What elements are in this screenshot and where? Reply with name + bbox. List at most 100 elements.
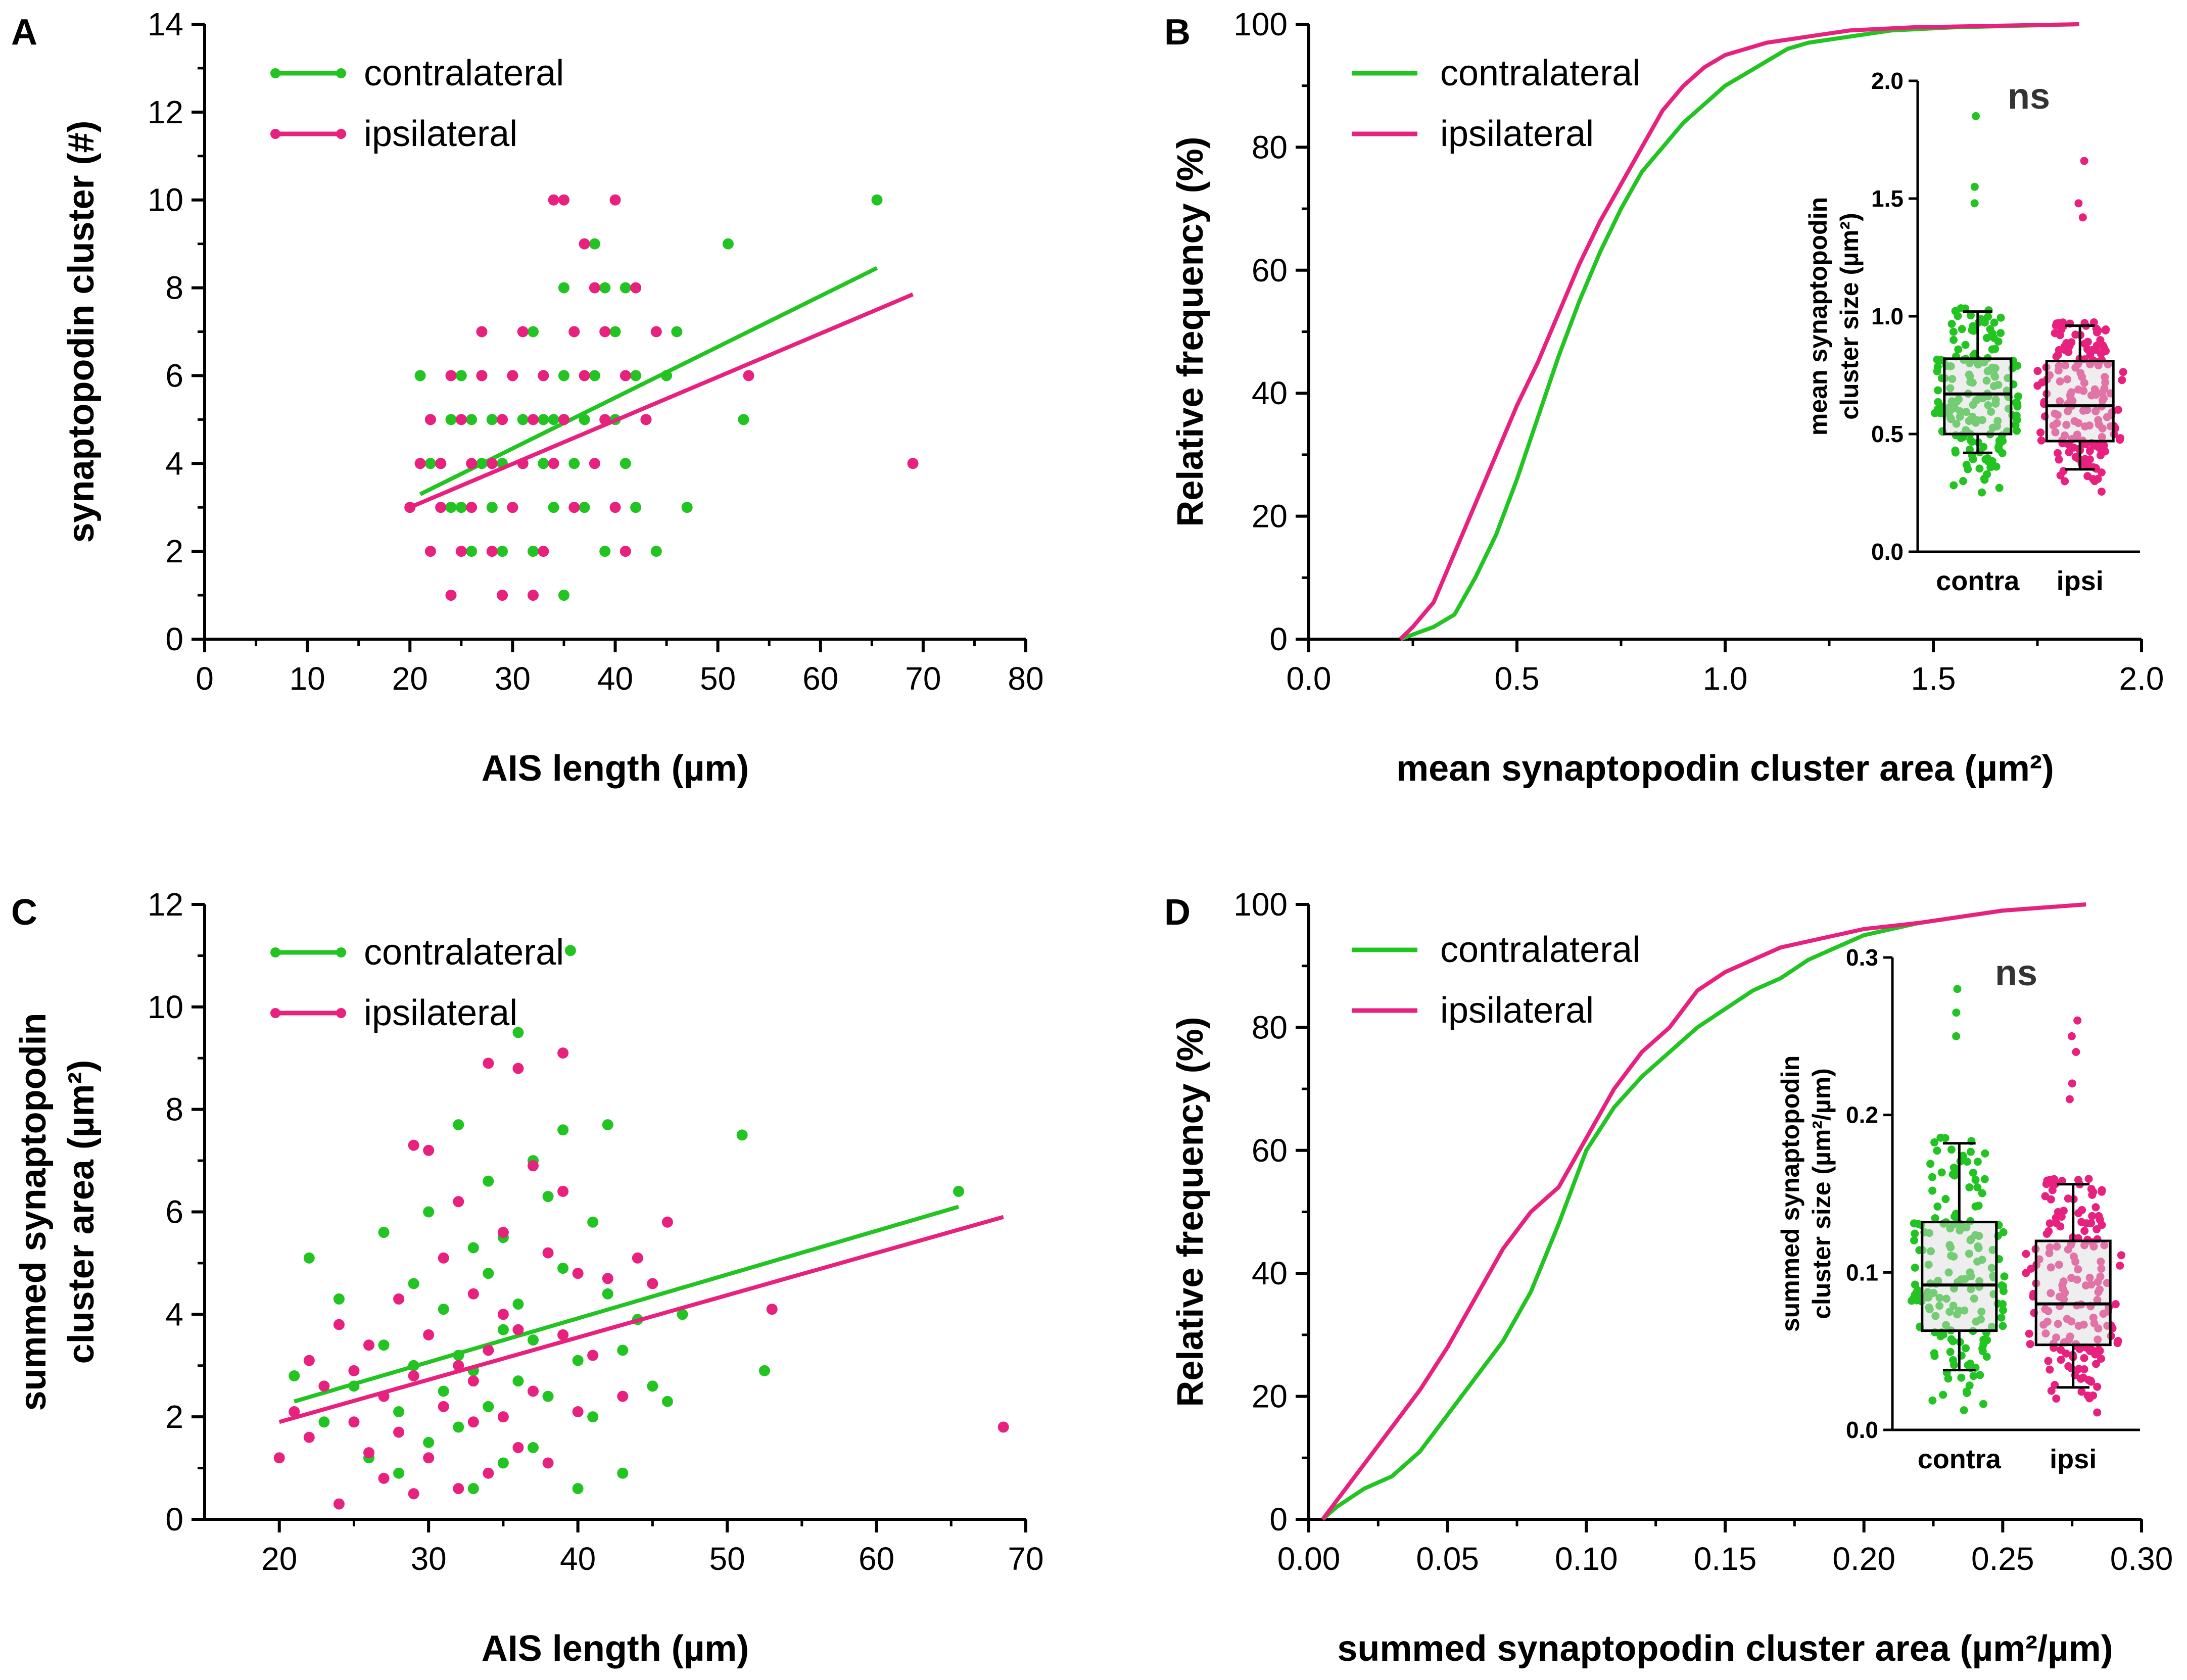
data-point (483, 1175, 494, 1187)
box-point (1996, 313, 2005, 322)
box-point (1990, 318, 1999, 327)
x-tick-label: 0.20 (1832, 1541, 1895, 1577)
box-point (2079, 387, 2088, 395)
box-point (2119, 368, 2127, 376)
box-point (2094, 1324, 2103, 1333)
data-point (497, 414, 508, 425)
box-point (2066, 1332, 2074, 1341)
data-point (661, 1216, 673, 1228)
data-point (568, 326, 580, 338)
box-point (1973, 1183, 1982, 1192)
data-point (483, 1345, 494, 1356)
box-point (2056, 397, 2064, 406)
data-point (528, 1385, 539, 1397)
data-point (512, 1063, 524, 1074)
data-point (424, 458, 436, 469)
data-point (602, 1119, 613, 1131)
box-point (1962, 408, 1970, 416)
box-point (1926, 1160, 1935, 1168)
y-tick-label: 8 (165, 1091, 183, 1128)
box-point (1950, 335, 1958, 344)
box-point (1981, 455, 1990, 464)
data-point (486, 458, 498, 469)
legend-label-contralateral: contralateral (1440, 53, 1640, 93)
box-point (1939, 1390, 1947, 1399)
box-point (2098, 1221, 2106, 1229)
data-point (476, 326, 488, 338)
box-point (1969, 1372, 1978, 1380)
box-point (1946, 1348, 1955, 1356)
box-point (1977, 1308, 1986, 1316)
box-point (2041, 1329, 2050, 1338)
data-point (558, 590, 569, 601)
box-point (2094, 416, 2103, 424)
box-point (1930, 1138, 1939, 1146)
data-point (486, 546, 498, 557)
box-point (1947, 404, 1956, 413)
box-point (1963, 1389, 1971, 1398)
panel-label: C (11, 892, 37, 933)
box-point (2058, 1177, 2066, 1185)
box-point (2081, 422, 2089, 430)
x-tick-label: 0.0 (1287, 660, 1332, 697)
box-ipsi (2033, 157, 2127, 496)
box-point (2074, 419, 2083, 427)
box-point (2102, 325, 2110, 333)
data-point (378, 1472, 390, 1484)
inset-y-tick-label: 1.0 (1871, 303, 1904, 329)
box-point (1949, 1302, 1958, 1310)
box-point (1930, 1349, 1938, 1358)
box-point (2057, 1356, 2065, 1364)
x-tick-label: 10 (290, 660, 325, 697)
box-point (2051, 1380, 2059, 1389)
x-tick-label: 40 (560, 1541, 596, 1577)
x-tick-label: 0.30 (2110, 1541, 2173, 1577)
box-outlier (1952, 1032, 1961, 1040)
data-point (453, 1483, 464, 1495)
box-point (1947, 1252, 1956, 1260)
box-point (1966, 1147, 1975, 1156)
x-tick-label: 1.5 (1911, 660, 1956, 697)
box-point (1966, 436, 1975, 445)
data-point (466, 502, 478, 513)
box-point (1946, 362, 1955, 370)
inset-y-label-line: summed synaptopodin (1776, 1055, 1804, 1332)
data-point (512, 1324, 524, 1335)
box-point (1965, 1183, 1974, 1191)
box-point (1969, 1169, 1977, 1177)
inset-y-tick-label: 0.3 (1846, 944, 1878, 971)
data-point (620, 458, 631, 469)
data-point (620, 282, 631, 294)
box-point (1961, 1344, 1970, 1353)
data-point (333, 1319, 345, 1330)
box-point (1999, 1300, 2007, 1309)
data-point (497, 1309, 509, 1320)
data-point (722, 238, 734, 250)
box-point (2080, 1354, 2088, 1362)
box-point (2047, 1386, 2056, 1395)
data-point (483, 1058, 494, 1069)
data-point (512, 1027, 524, 1038)
inset-category-label: ipsi (2050, 1444, 2097, 1474)
box-point (2089, 318, 2098, 327)
box-point (2098, 1186, 2106, 1194)
data-point (318, 1380, 330, 1392)
box-point (1972, 396, 1980, 405)
box-point (2093, 1295, 2102, 1304)
inset-y-tick-label: 0.5 (1871, 421, 1904, 447)
box-point (1950, 1361, 1959, 1369)
box-point (2061, 431, 2069, 440)
data-point (632, 1252, 643, 1264)
box-point (2091, 442, 2100, 450)
box-point (1988, 423, 1997, 432)
y-axis-label-line: summed synaptopodin (13, 1013, 54, 1411)
box-point (1954, 345, 1963, 354)
data-point (453, 1119, 464, 1131)
data-point (907, 458, 919, 469)
box-point (1979, 1400, 1987, 1408)
x-tick-label: 0.10 (1555, 1541, 1618, 1577)
data-point (438, 1401, 449, 1412)
box-outlier (2073, 1016, 2082, 1025)
data-point (476, 370, 488, 381)
box-point (1971, 418, 1980, 427)
